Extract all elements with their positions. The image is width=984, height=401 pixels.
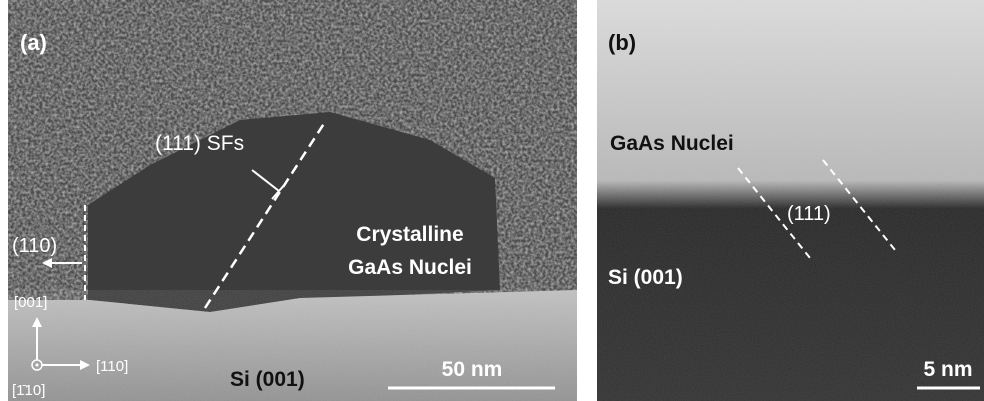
scale-label: 5 nm xyxy=(923,358,972,381)
nuclei-label: GaAs Nuclei xyxy=(348,256,472,279)
panel-label: (a) xyxy=(20,30,47,55)
axis-label: [001] xyxy=(14,294,47,311)
axis-out-dot xyxy=(36,364,39,367)
panel-label: (b) xyxy=(608,30,636,55)
axis-label: [1̄10] xyxy=(12,382,45,399)
annotation: (111) SFs xyxy=(155,132,244,155)
plane-label: (111) xyxy=(787,203,831,225)
axis-label: [110] xyxy=(96,358,128,375)
nuclei-label: GaAs Nuclei xyxy=(610,132,734,155)
substrate-label: Si (001) xyxy=(608,266,683,289)
figure: (a) (111) SFs Crystalline GaAs Nuclei (1… xyxy=(0,0,984,401)
panel-b: (b) GaAs Nuclei (111) Si (001) 5 nm xyxy=(597,0,984,401)
lattice-texture xyxy=(597,0,984,401)
panel-a: (a) (111) SFs Crystalline GaAs Nuclei (1… xyxy=(8,0,577,401)
scale-label: 50 nm xyxy=(442,358,503,381)
substrate-label: Si (001) xyxy=(230,368,305,391)
nuclei-label: Crystalline xyxy=(356,223,463,246)
facet-label: (110) xyxy=(12,235,57,257)
